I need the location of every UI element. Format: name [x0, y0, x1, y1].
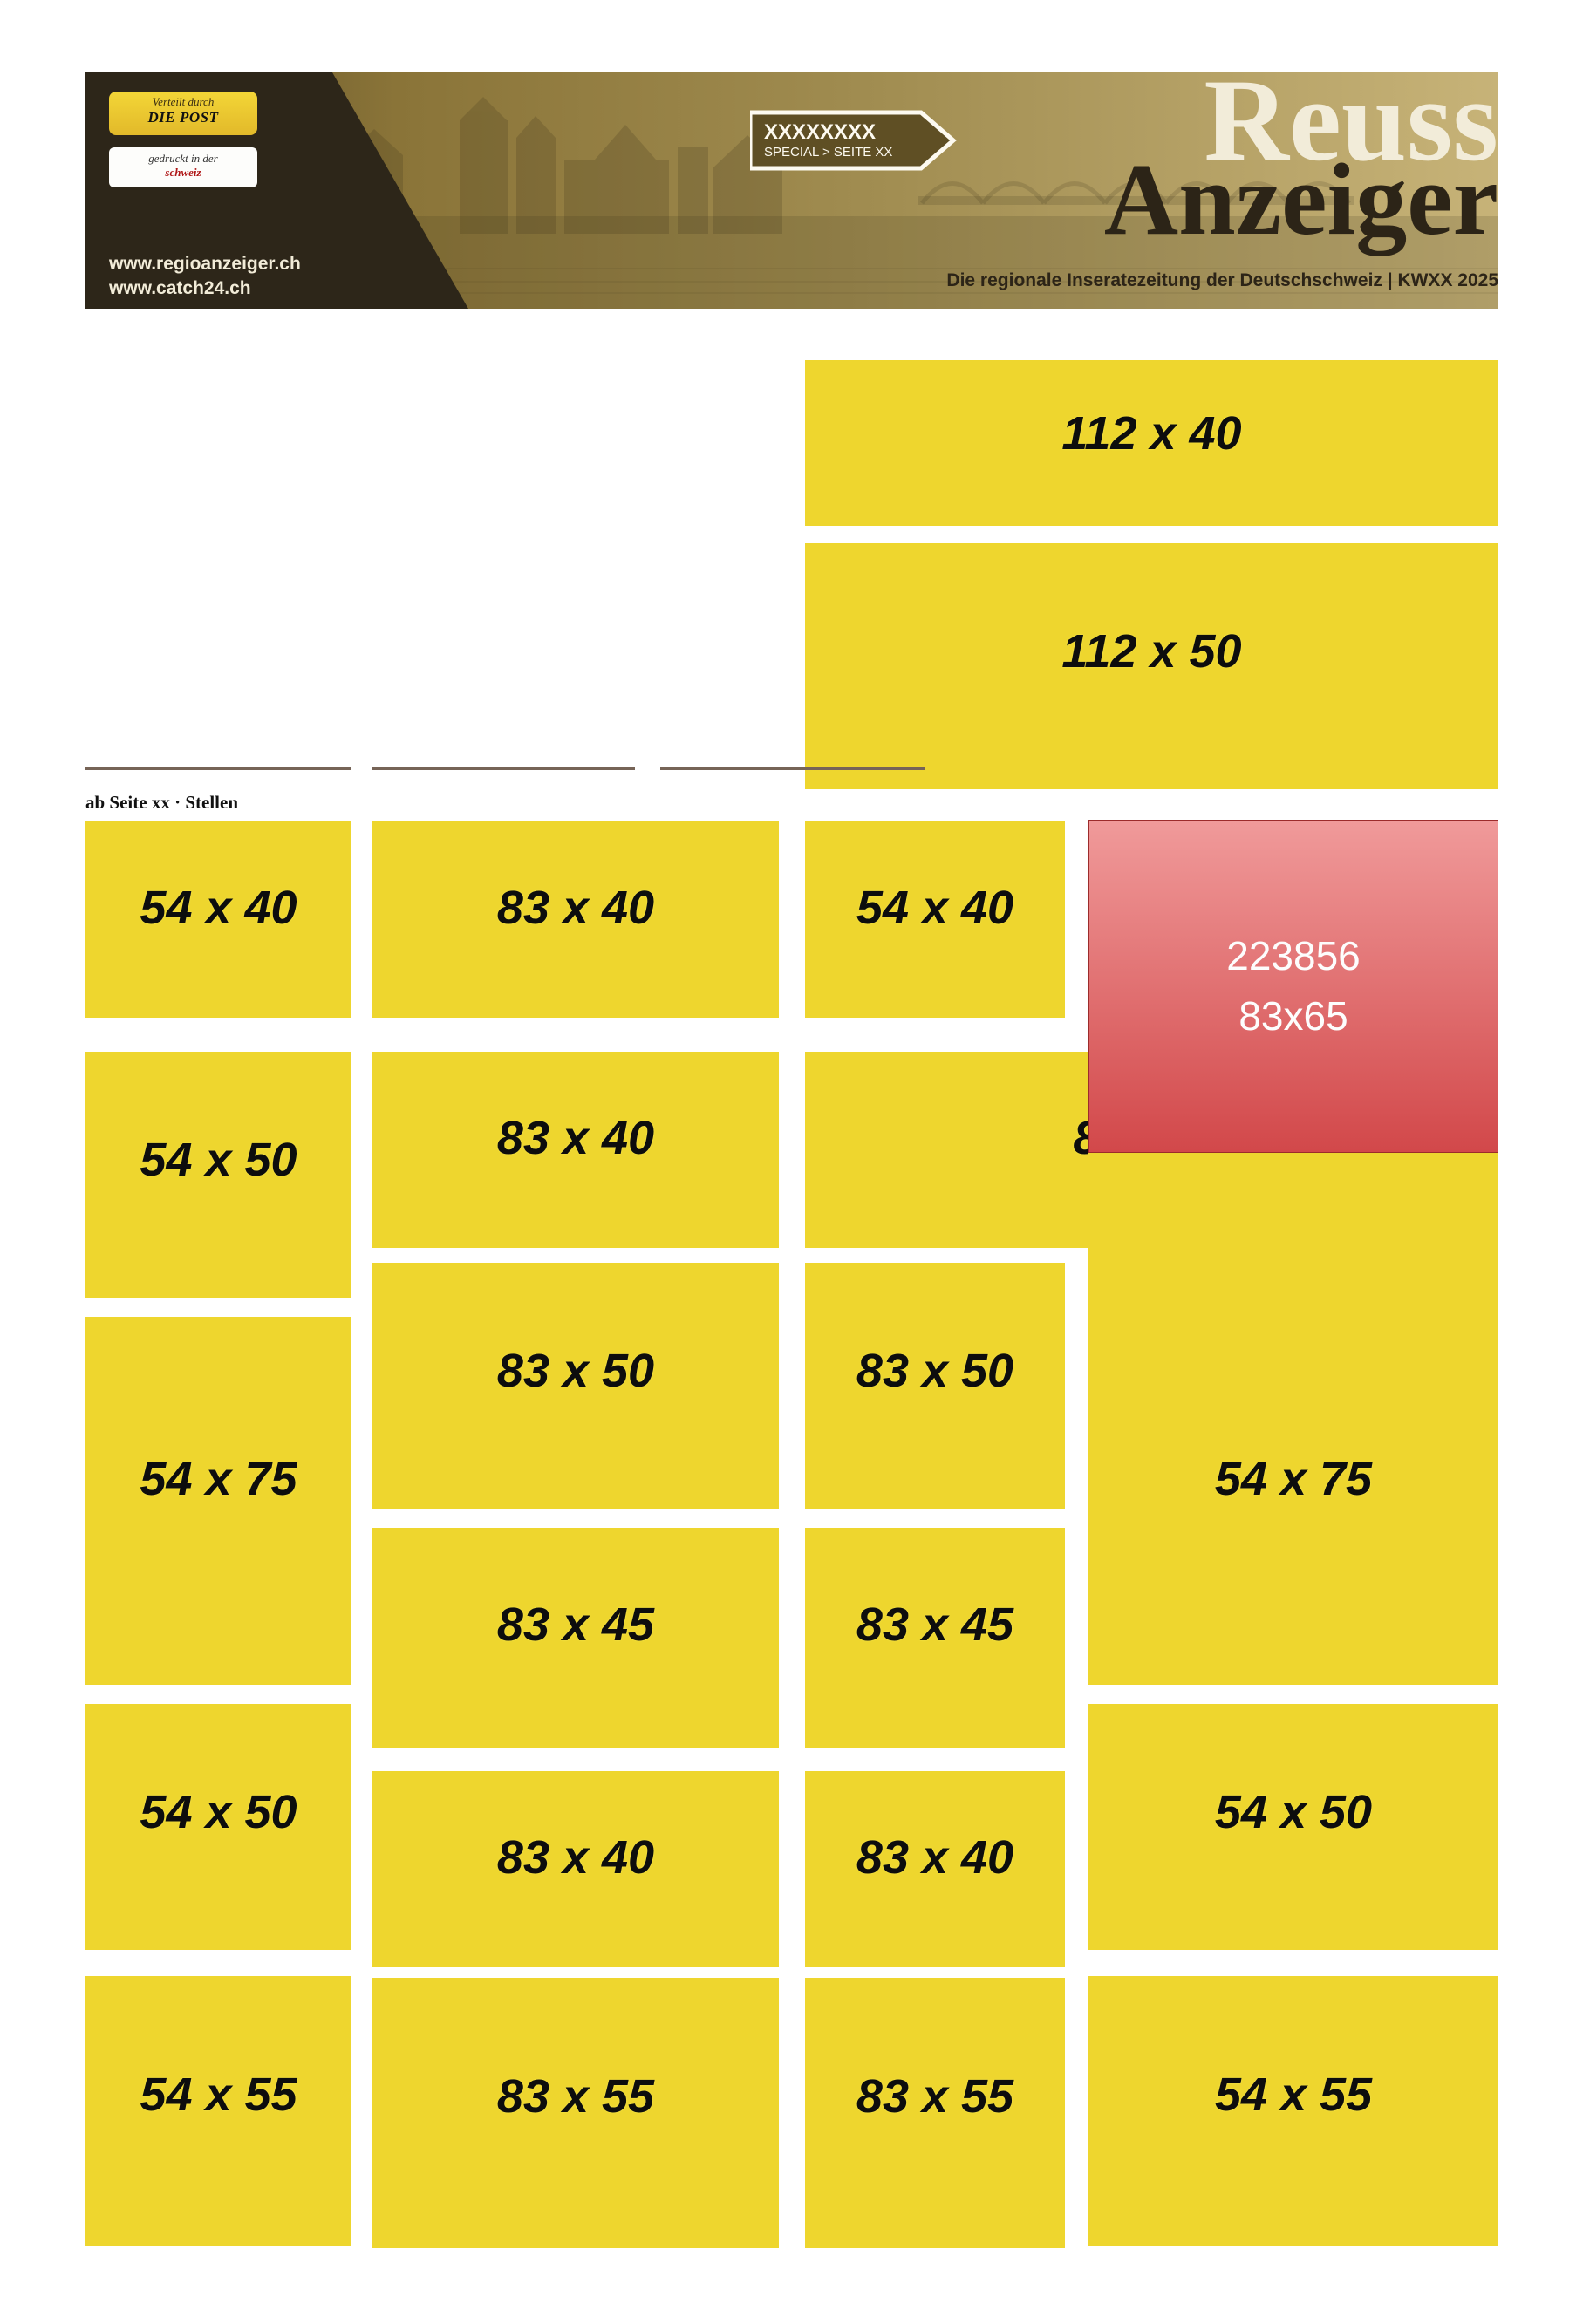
- svg-text:XXXXXXXX: XXXXXXXX: [764, 120, 876, 144]
